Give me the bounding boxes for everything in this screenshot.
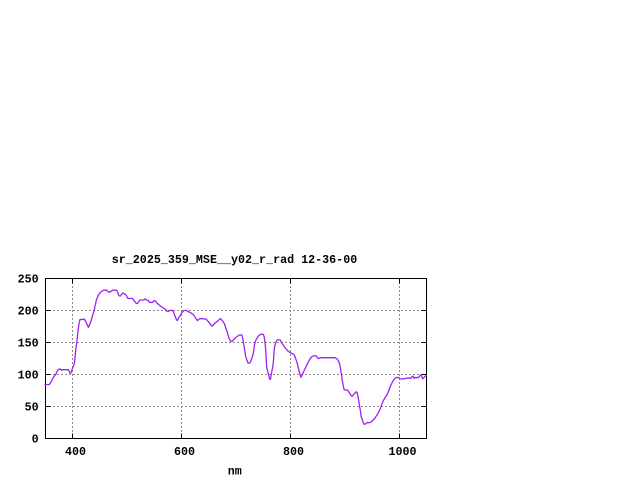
svg-text:50: 50 — [25, 401, 39, 415]
svg-text:150: 150 — [18, 337, 39, 351]
svg-text:1000: 1000 — [388, 445, 416, 459]
svg-text:nm: nm — [228, 465, 242, 479]
svg-text:600: 600 — [174, 445, 195, 459]
svg-text:200: 200 — [18, 305, 39, 319]
svg-text:800: 800 — [283, 445, 304, 459]
svg-text:100: 100 — [18, 369, 39, 383]
svg-text:sr_2025_359_MSE__y02_r_rad 12-: sr_2025_359_MSE__y02_r_rad 12-36-00 — [112, 253, 357, 267]
svg-text:0: 0 — [32, 433, 39, 447]
svg-text:250: 250 — [18, 273, 39, 287]
svg-text:400: 400 — [65, 445, 86, 459]
